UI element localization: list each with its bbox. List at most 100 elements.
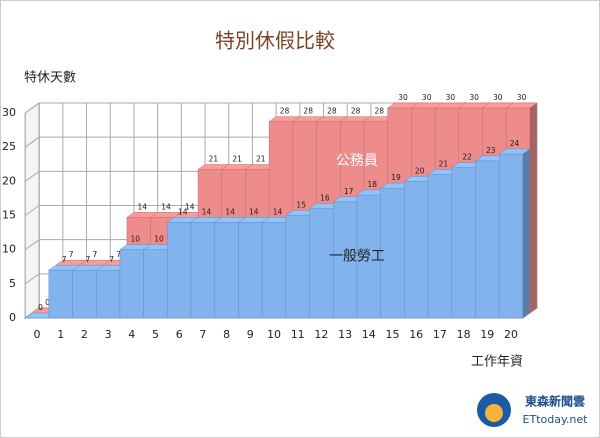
value-label: 14 [185,202,195,211]
value-label: 15 [296,201,306,210]
y-tick-label: 20 [2,174,16,187]
y-axis-label: 特休天數 [24,71,76,86]
x-tick-label: 18 [457,328,471,341]
x-tick-label: 3 [105,328,112,341]
value-label: 0 [38,303,43,312]
bar [451,167,476,319]
grid-line [24,102,537,114]
value-label: 30 [398,93,408,102]
y-tick-label: 30 [2,106,16,119]
x-tick-label: 0 [34,328,41,341]
x-tick-label: 1 [57,328,64,341]
series-label: 一般勞工 [329,249,385,265]
watermark-line: ETtoday.net [523,413,589,426]
value-label: 18 [368,180,378,189]
value-label: 28 [375,107,385,116]
watermark: 東森新聞雲 ETtoday.net [477,393,588,427]
bar [214,222,239,319]
value-label: 16 [320,194,330,203]
value-label: 21 [256,155,266,164]
value-label: 23 [486,146,496,155]
bar [427,174,452,319]
bar [404,181,429,319]
bar [238,222,263,319]
x-tick-label: 19 [480,328,494,341]
value-label: 7 [86,255,91,264]
value-label: 14 [161,202,171,211]
bar [119,249,144,319]
bar [261,222,287,319]
x-tick-label: 12 [314,328,328,341]
value-label: 7 [69,250,74,259]
x-axis-label: 工作年資 [471,355,523,370]
x-tick-label: 9 [247,328,254,341]
value-label: 14 [273,207,283,216]
value-label: 28 [327,107,337,116]
value-label: 17 [344,187,354,196]
x-tick-label: 16 [409,328,423,341]
value-label: 30 [493,93,503,102]
x-tick-label: 4 [128,328,135,341]
bar [143,249,168,319]
bar [72,269,97,319]
x-tick-label: 11 [291,328,305,341]
value-label: 14 [225,207,235,216]
value-label: 14 [249,207,259,216]
value-label: 7 [62,255,67,264]
bar [167,222,192,319]
bar [48,269,73,319]
bar [285,215,310,319]
value-label: 30 [469,93,479,102]
value-label: 7 [116,250,121,259]
value-label: 21 [209,155,219,164]
bar [475,160,500,319]
x-tick-label: 7 [199,328,206,341]
value-label: 30 [446,93,456,102]
bar [498,153,524,319]
value-label: 10 [154,235,164,244]
value-label: 30 [517,93,527,102]
watermark-line: 東森新聞雲 [525,394,585,409]
value-label: 7 [93,250,98,259]
x-tick-label: 10 [267,328,281,341]
x-tick-label: 2 [81,328,88,341]
value-label: 14 [138,202,148,211]
bar-side [529,103,537,313]
x-tick-label: 15 [386,328,400,341]
value-label: 24 [510,139,520,148]
bar [190,222,216,319]
value-label: 28 [303,107,313,116]
x-tick-label: 6 [176,328,183,341]
x-tick-label: 17 [433,328,447,341]
chart-title: 特別休假比較 [215,29,335,53]
value-label: 14 [202,207,212,216]
bar [96,269,121,319]
x-tick-label: 13 [338,328,352,341]
logo-face [485,404,503,422]
y-tick-label: 25 [2,140,16,153]
value-label: 0 [45,298,50,307]
value-label: 20 [415,166,425,175]
value-label: 22 [462,153,472,162]
y-tick-label: 10 [2,243,16,256]
value-label: 19 [391,173,401,182]
x-tick-label: 20 [504,328,518,341]
x-tick-label: 5 [152,328,159,341]
value-label: 28 [280,107,290,116]
value-label: 21 [439,160,449,169]
series-label: 公務員 [336,153,378,169]
value-label: 7 [109,255,114,264]
value-label: 28 [351,107,361,116]
value-label: 10 [131,235,141,244]
value-label: 30 [422,93,432,102]
x-tick-label: 14 [362,328,376,341]
x-tick-label: 8 [223,328,230,341]
value-label: 14 [178,207,188,216]
value-label: 21 [232,155,242,164]
y-tick-label: 15 [2,209,16,222]
bar-side [522,149,530,318]
y-tick-label: 5 [9,277,16,290]
y-tick-label: 0 [9,311,16,324]
